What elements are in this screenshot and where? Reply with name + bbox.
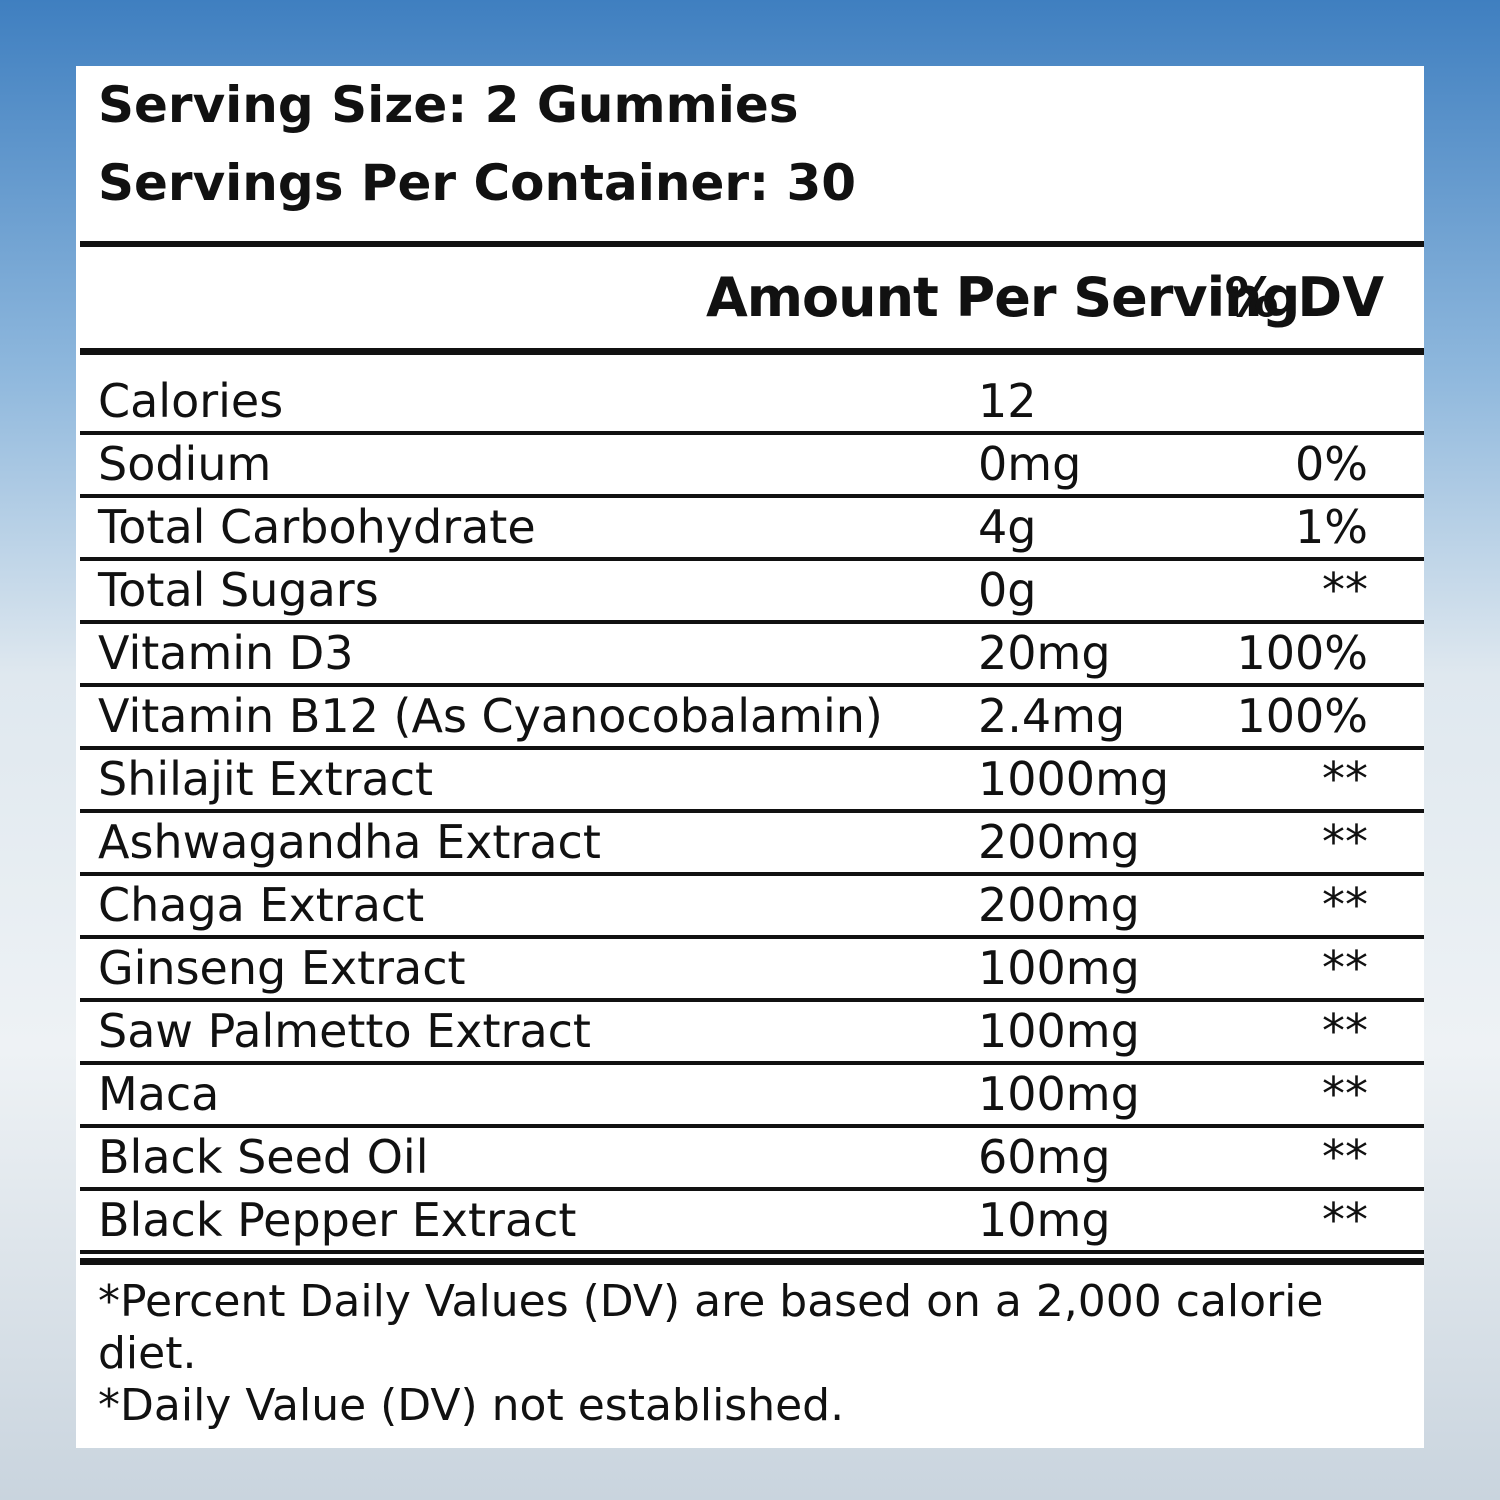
daily-value: ** xyxy=(1322,878,1368,932)
amount: 200mg xyxy=(978,878,1140,932)
nutrient-row: Vitamin B12 (As Cyanocobalamin) 2.4mg 100% xyxy=(80,687,1424,750)
rule xyxy=(80,241,1424,247)
daily-value: 100% xyxy=(1236,689,1368,743)
amount: 12 xyxy=(978,374,1037,428)
nutrient-name: Calories xyxy=(98,374,284,428)
nutrient-row: Sodium 0mg 0% xyxy=(80,435,1424,498)
amount: 10mg xyxy=(978,1193,1111,1247)
daily-value: ** xyxy=(1322,941,1368,995)
rule xyxy=(80,348,1424,355)
nutrient-row: Total Carbohydrate 4g 1% xyxy=(80,498,1424,561)
amount: 100mg xyxy=(978,1067,1140,1121)
nutrient-row: Ginseng Extract 100mg ** xyxy=(80,939,1424,1002)
nutrient-name: Saw Palmetto Extract xyxy=(98,1004,591,1058)
amount: 100mg xyxy=(978,1004,1140,1058)
servings-per-container: Servings Per Container: 30 xyxy=(98,154,857,212)
amount: 1000mg xyxy=(978,752,1170,806)
nutrient-name: Maca xyxy=(98,1067,220,1121)
amount: 0g xyxy=(978,563,1037,617)
nutrient-row: Calories 12 xyxy=(80,372,1424,435)
nutrient-name: Shilajit Extract xyxy=(98,752,434,806)
nutrient-row: Chaga Extract 200mg ** xyxy=(80,876,1424,939)
nutrient-row: Vitamin D3 20mg 100% xyxy=(80,624,1424,687)
daily-value: 0% xyxy=(1295,437,1368,491)
nutrient-name: Ginseng Extract xyxy=(98,941,466,995)
nutrient-row: Saw Palmetto Extract 100mg ** xyxy=(80,1002,1424,1065)
label-panel: Serving Size: 2 Gummies Servings Per Con… xyxy=(76,66,1424,1448)
nutrient-name: Black Pepper Extract xyxy=(98,1193,577,1247)
amount: 2.4mg xyxy=(978,689,1126,743)
daily-value: 1% xyxy=(1295,500,1368,554)
rule xyxy=(80,1258,1424,1265)
amount: 200mg xyxy=(978,815,1140,869)
nutrient-name: Vitamin B12 (As Cyanocobalamin) xyxy=(98,689,883,743)
nutrient-name: Vitamin D3 xyxy=(98,626,354,680)
daily-value: ** xyxy=(1322,1130,1368,1184)
daily-value: 100% xyxy=(1236,626,1368,680)
nutrition-rows: Calories 12 Sodium 0mg 0% Total Carbohydrate 4… xyxy=(80,372,1424,1254)
nutrient-row: Ashwagandha Extract 200mg ** xyxy=(80,813,1424,876)
daily-value: ** xyxy=(1322,563,1368,617)
serving-size: Serving Size: 2 Gummies xyxy=(98,76,799,134)
daily-value: ** xyxy=(1322,1067,1368,1121)
footnote: *Daily Value (DV) not established. xyxy=(98,1380,845,1431)
nutrient-row: Maca 100mg ** xyxy=(80,1065,1424,1128)
amount: 60mg xyxy=(978,1130,1111,1184)
nutrient-row: Black Seed Oil 60mg ** xyxy=(80,1128,1424,1191)
nutrient-row: Total Sugars 0g ** xyxy=(80,561,1424,624)
nutrient-name: Total Carbohydrate xyxy=(98,500,536,554)
amount: 4g xyxy=(978,500,1037,554)
daily-value: ** xyxy=(1322,1193,1368,1247)
nutrient-name: Chaga Extract xyxy=(98,878,425,932)
dv-header: % DV xyxy=(1224,266,1384,329)
amount: 20mg xyxy=(978,626,1111,680)
nutrient-name: Ashwagandha Extract xyxy=(98,815,601,869)
amount-header: Amount Per Serving xyxy=(706,266,1300,329)
daily-value: ** xyxy=(1322,1004,1368,1058)
nutrient-name: Total Sugars xyxy=(98,563,379,617)
footnote: *Percent Daily Values (DV) are based on … xyxy=(98,1276,1324,1379)
amount: 0mg xyxy=(978,437,1082,491)
nutrient-row: Shilajit Extract 1000mg ** xyxy=(80,750,1424,813)
nutrient-name: Sodium xyxy=(98,437,272,491)
daily-value: ** xyxy=(1322,752,1368,806)
amount: 100mg xyxy=(978,941,1140,995)
daily-value: ** xyxy=(1322,815,1368,869)
footnotes: *Percent Daily Values (DV) are based on … xyxy=(98,1276,1408,1432)
nutrient-name: Black Seed Oil xyxy=(98,1130,429,1184)
nutrient-row: Black Pepper Extract 10mg ** xyxy=(80,1191,1424,1254)
